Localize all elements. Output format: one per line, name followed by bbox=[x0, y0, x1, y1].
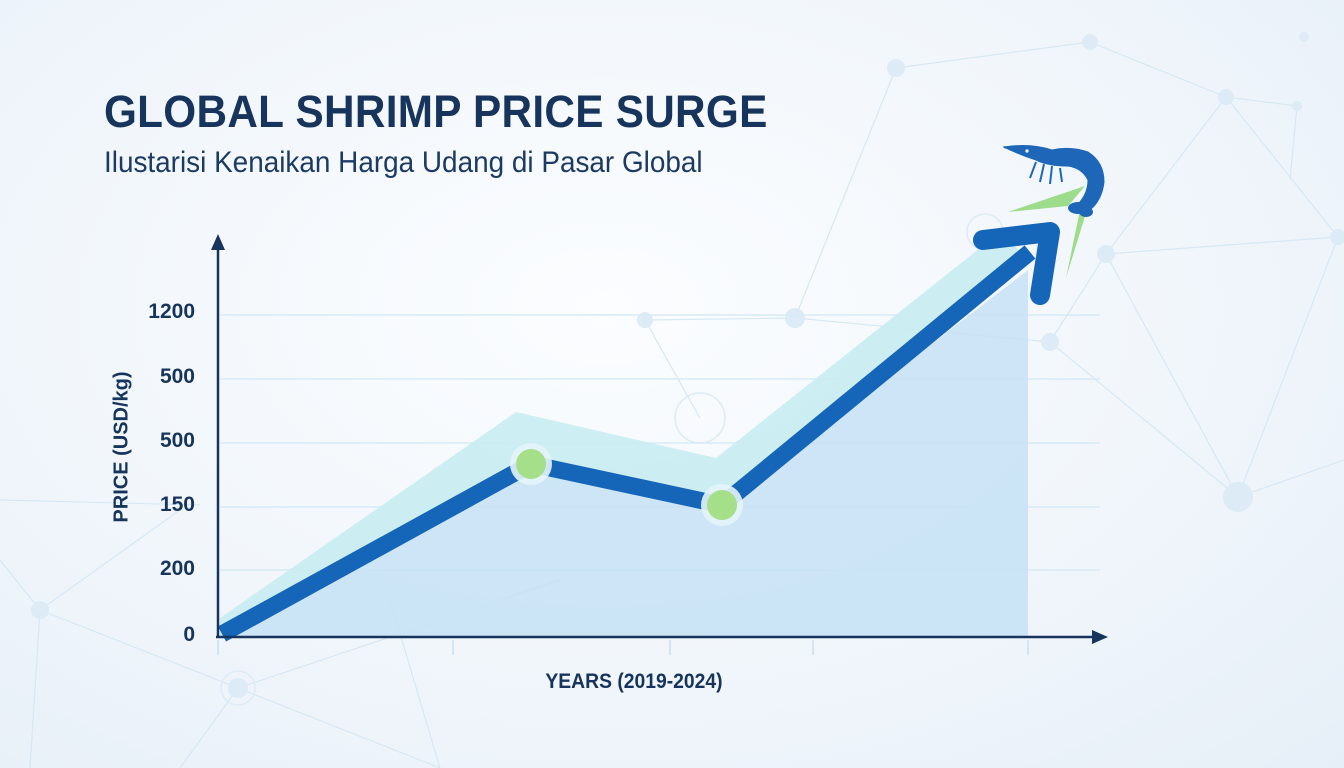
y-axis bbox=[211, 234, 225, 638]
y-tick-label: 150 bbox=[159, 493, 195, 516]
x-axis-ticks bbox=[217, 640, 1029, 655]
page-subtitle: Ilustarisi Kenaikan Harga Udang di Pasar… bbox=[104, 146, 703, 179]
y-tick-label: 500 bbox=[159, 429, 195, 452]
data-markers bbox=[510, 443, 743, 526]
accent-green-shapes bbox=[1008, 186, 1090, 278]
y-tick-label: 500 bbox=[159, 365, 195, 388]
y-tick-label: 0 bbox=[183, 623, 195, 646]
shrimp-icon bbox=[1002, 145, 1105, 217]
area-highlight-band bbox=[220, 236, 1030, 636]
trend-up-arrow-icon bbox=[973, 222, 1060, 305]
area-fill bbox=[220, 270, 1028, 636]
trend-line bbox=[217, 245, 1036, 642]
page-title: GLOBAL SHRIMP PRICE SURGE bbox=[104, 86, 768, 137]
x-axis-label: YEARS (2019-2024) bbox=[545, 670, 723, 693]
x-axis bbox=[216, 630, 1108, 644]
y-tick-label: 1200 bbox=[148, 300, 195, 323]
y-tick-label: 200 bbox=[159, 557, 195, 580]
y-axis-label: PRICE (USD/kg) bbox=[110, 371, 133, 523]
